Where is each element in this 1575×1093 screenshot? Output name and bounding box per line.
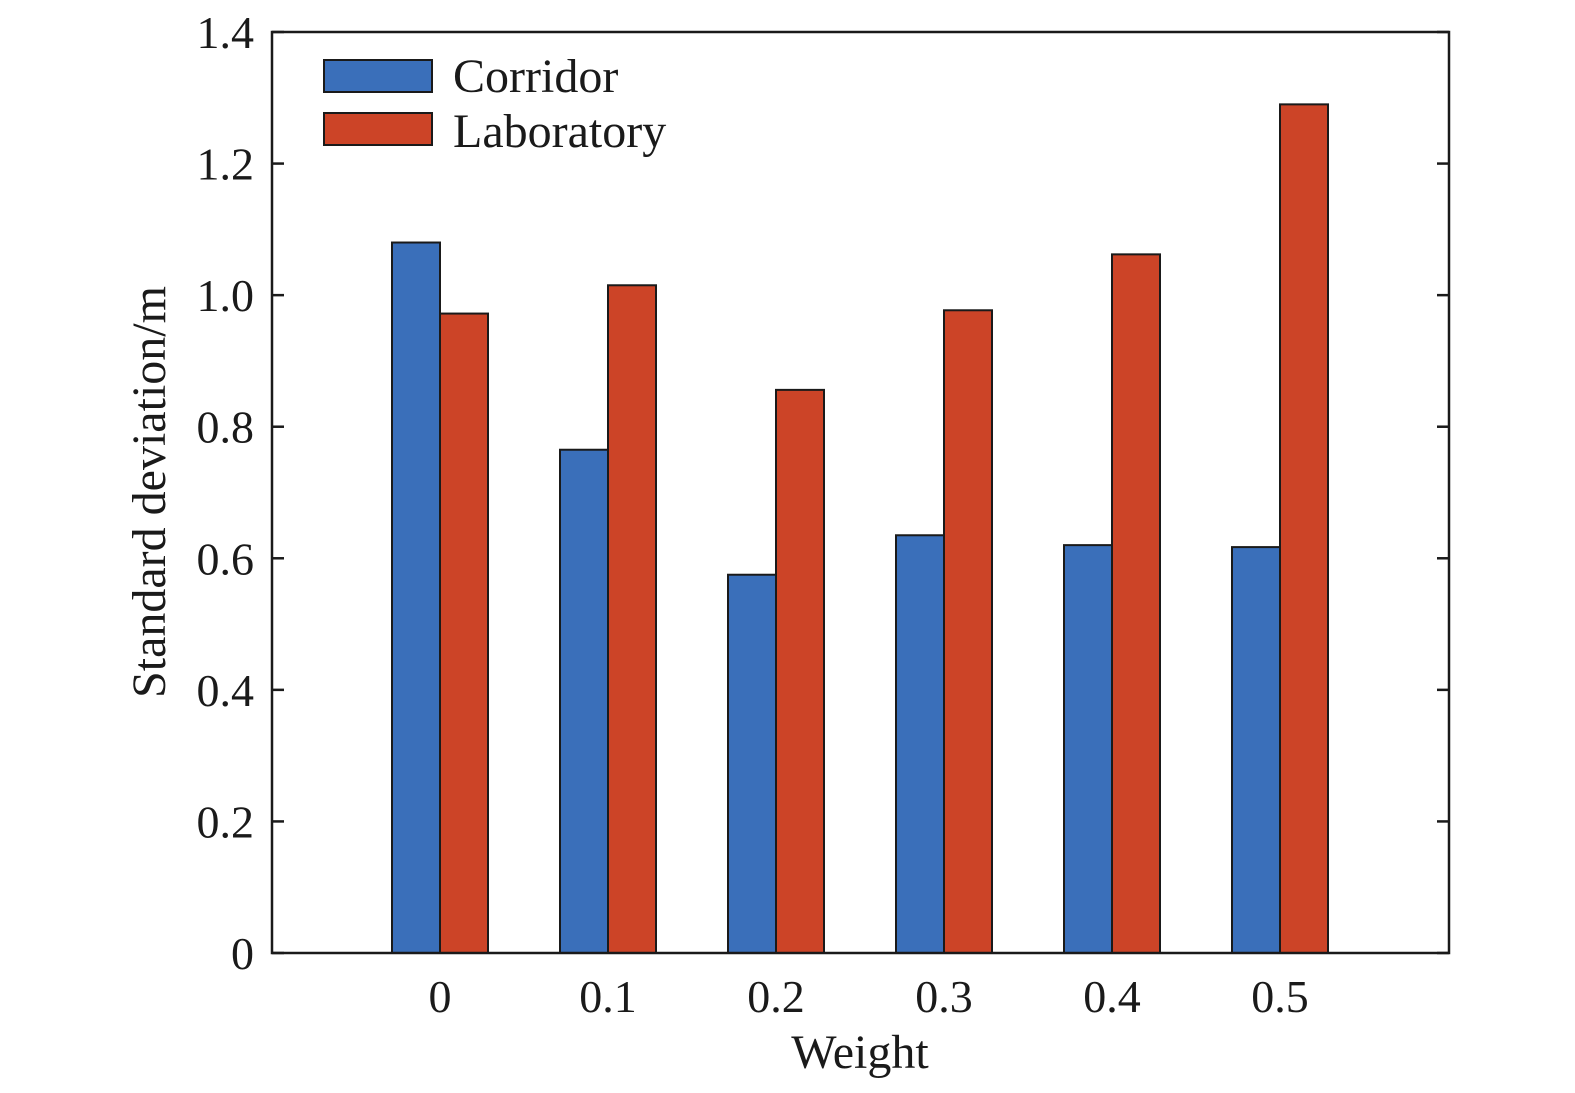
x-axis-label: Weight bbox=[791, 1026, 929, 1079]
bar-corridor-0.4 bbox=[1063, 544, 1113, 955]
bar-corridor-0.2 bbox=[727, 573, 777, 954]
x-tick-label: 0.4 bbox=[1083, 971, 1141, 1022]
y-tick-label: 0.4 bbox=[197, 665, 255, 716]
legend-label-corridor: Corridor bbox=[453, 50, 618, 103]
y-tick-label: 0.8 bbox=[197, 402, 255, 453]
y-tick-label: 1.0 bbox=[197, 270, 255, 321]
y-tick-label: 0.2 bbox=[197, 796, 255, 847]
bar-corridor-0 bbox=[391, 241, 441, 954]
bar-laboratory-0 bbox=[439, 312, 489, 954]
bars-group bbox=[391, 103, 1329, 955]
bar-laboratory-0.1 bbox=[607, 284, 657, 954]
x-tick-label: 0 bbox=[429, 971, 452, 1022]
bar-corridor-0.3 bbox=[895, 534, 945, 955]
y-axis-label: Standard deviation/m bbox=[123, 286, 176, 698]
y-axis: 0 0.2 0.4 0.6 0.8 1.0 1.2 1.4 bbox=[197, 7, 1449, 979]
legend: Corridor Laboratory bbox=[323, 50, 666, 158]
plot-area-frame bbox=[270, 30, 1451, 955]
bar-laboratory-0.2 bbox=[775, 388, 825, 955]
x-tick-label: 0.3 bbox=[915, 971, 973, 1022]
bar-laboratory-0.4 bbox=[1111, 253, 1161, 954]
y-tick-label: 0 bbox=[231, 928, 254, 979]
y-tick-label: 1.4 bbox=[197, 7, 255, 58]
y-tick-label: 0.6 bbox=[197, 533, 255, 584]
legend-swatch-laboratory bbox=[323, 112, 433, 146]
x-tick-label: 0.1 bbox=[579, 971, 637, 1022]
bar-corridor-0.1 bbox=[559, 448, 609, 954]
x-axis: 0 0.1 0.2 0.3 0.4 0.5 bbox=[429, 971, 1309, 1022]
x-tick-label: 0.5 bbox=[1251, 971, 1309, 1022]
bar-laboratory-0.3 bbox=[943, 309, 993, 954]
x-tick-label: 0.2 bbox=[747, 971, 805, 1022]
bar-corridor-0.5 bbox=[1231, 546, 1281, 955]
y-tick-label: 1.2 bbox=[197, 139, 255, 190]
legend-label-laboratory: Laboratory bbox=[453, 105, 666, 158]
bar-laboratory-0.5 bbox=[1279, 103, 1329, 955]
legend-swatch-corridor bbox=[323, 59, 433, 93]
